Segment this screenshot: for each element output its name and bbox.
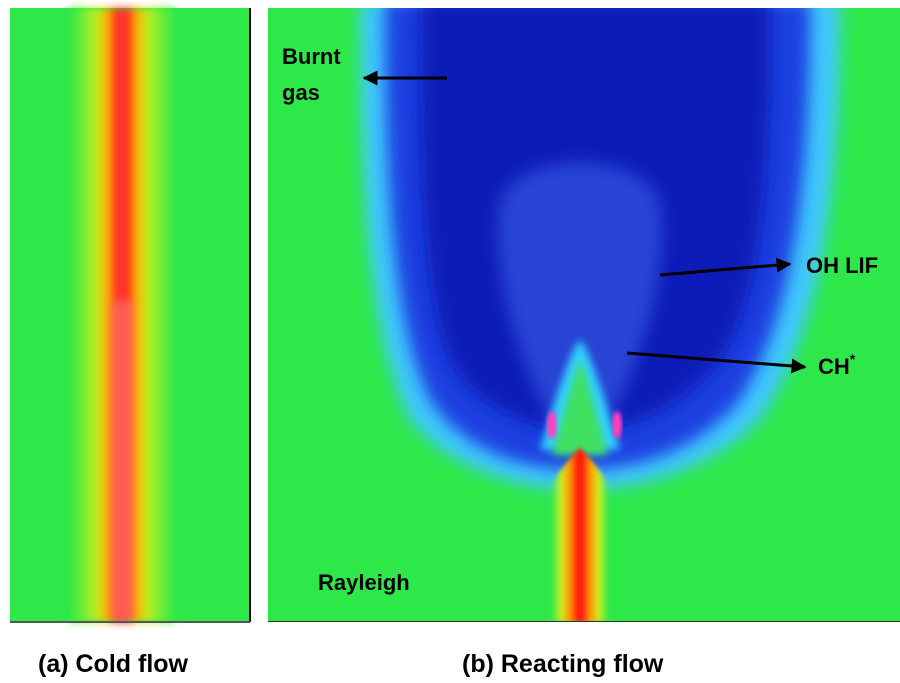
annotation: Rayleigh (318, 570, 410, 595)
annotation: Burnt (282, 44, 341, 69)
annotation: gas (282, 80, 320, 105)
annotation-text: CH (818, 354, 850, 379)
caption: (a) Cold flow (38, 650, 189, 678)
reacting-flow-image (268, 0, 900, 622)
figure: Burnt gas OH LIF CH* Rayleigh (a) Cold f… (0, 0, 900, 683)
cold-flow-image (10, 8, 250, 622)
annotation: OH LIF (806, 253, 878, 278)
annotation-sup: * (850, 351, 856, 367)
caption: (b) Reacting flow (462, 650, 664, 678)
